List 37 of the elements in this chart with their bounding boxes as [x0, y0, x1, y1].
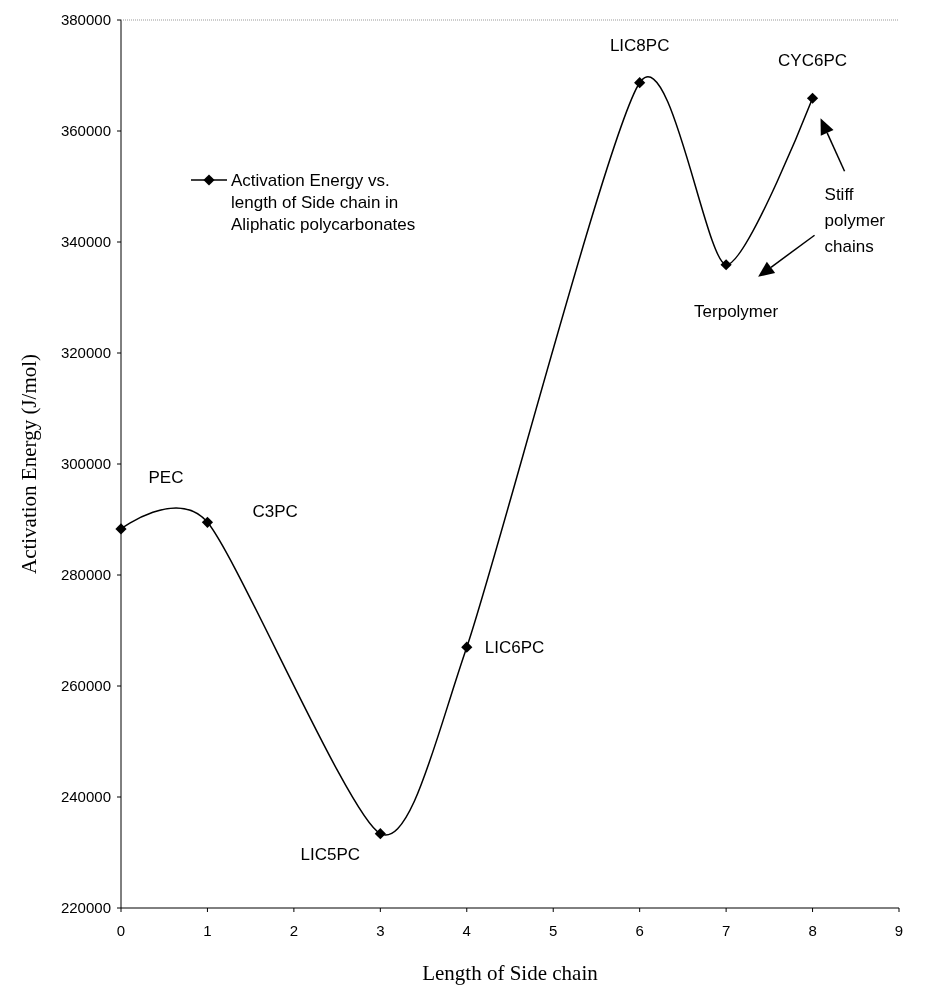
- y-tick-label: 360000: [60, 122, 111, 140]
- y-tick-label: 340000: [60, 233, 111, 251]
- point: [806, 92, 819, 104]
- point: [115, 523, 127, 535]
- x-tick-label: 1: [203, 922, 212, 939]
- y-tick-label: 280000: [60, 566, 111, 584]
- x-tick-label: 6: [635, 922, 644, 939]
- annotation: LIC8PC: [609, 35, 670, 55]
- y-tick-label: 260000: [60, 677, 111, 695]
- annotation: Terpolymer: [694, 301, 779, 321]
- annotation: PEC: [148, 467, 184, 487]
- x-tick-label: 0: [116, 922, 126, 939]
- x-tick-label: 8: [808, 922, 817, 939]
- x-tick-label: 4: [462, 922, 471, 939]
- annotation: LIC5PC: [300, 844, 361, 864]
- x-tick-label: 5: [549, 922, 558, 939]
- point: [374, 828, 386, 840]
- point: [720, 259, 732, 271]
- annotation: Stiff polymer chains: [824, 184, 886, 257]
- y-tick-label: 320000: [60, 344, 111, 362]
- y-tick-label: 220000: [60, 899, 111, 917]
- annotation: CYC6PC: [778, 51, 848, 71]
- point: [634, 77, 646, 89]
- x-tick-label: 2: [289, 922, 299, 939]
- annotation: C3PC: [252, 502, 298, 522]
- annotation: LIC6PC: [484, 638, 545, 658]
- x-tick-label: 9: [894, 922, 904, 939]
- legend-label: Activation Energy vs. length of Side chain in Aliphatic polycarbonates: [231, 170, 416, 235]
- point: [461, 641, 473, 653]
- x-tick-label: 3: [376, 922, 385, 939]
- y-tick-label: 380000: [60, 11, 111, 29]
- point: [201, 516, 214, 528]
- y-axis-title: Activation Energy (J/mol): [17, 353, 41, 575]
- y-tick-label: 240000: [60, 788, 111, 806]
- x-tick-label: 7: [721, 922, 731, 939]
- y-tick-label: 300000: [60, 455, 111, 473]
- x-axis-title: Length of Side chain: [422, 961, 599, 985]
